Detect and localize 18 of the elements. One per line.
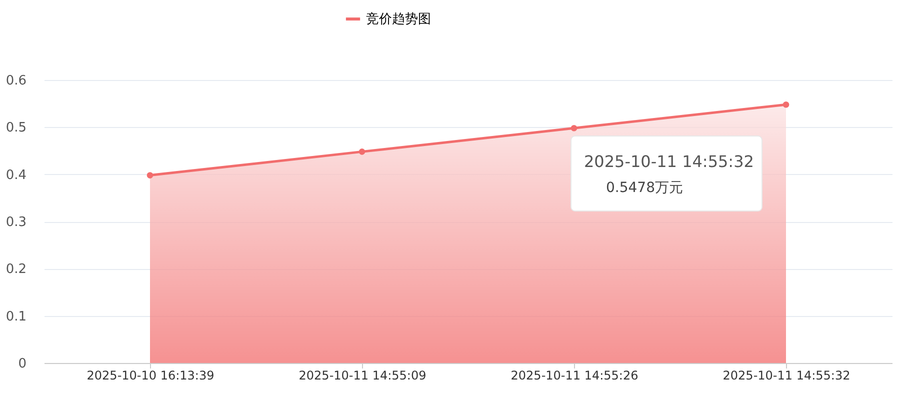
point	[146, 172, 154, 178]
point	[782, 101, 790, 108]
y-tick-label: 0.3	[6, 215, 26, 230]
y-tick-label: 0	[18, 356, 26, 372]
y-tick-label: 0.4	[6, 168, 26, 183]
annotation: 0.5478万元	[606, 180, 683, 196]
y-tick-label: 0.2	[6, 262, 26, 278]
x-tick-label: 2025-10-10 16:13:39	[86, 368, 214, 382]
y-tick-label: 0.1	[6, 309, 26, 324]
x-tick-label: 2025-10-11 14:55:09	[298, 368, 426, 382]
annotation: 2025-10-11 14:55:32	[584, 152, 754, 171]
x-tick-label: 2025-10-11 14:55:26	[510, 368, 638, 382]
y-tick-label: 0.6	[6, 74, 26, 88]
point	[358, 148, 366, 155]
point	[570, 124, 578, 132]
legend-label: 竞价趋势图	[366, 12, 431, 27]
y-tick-label: 0.5	[6, 120, 26, 136]
x-tick-label: 2025-10-11 14:55:32	[722, 368, 850, 382]
